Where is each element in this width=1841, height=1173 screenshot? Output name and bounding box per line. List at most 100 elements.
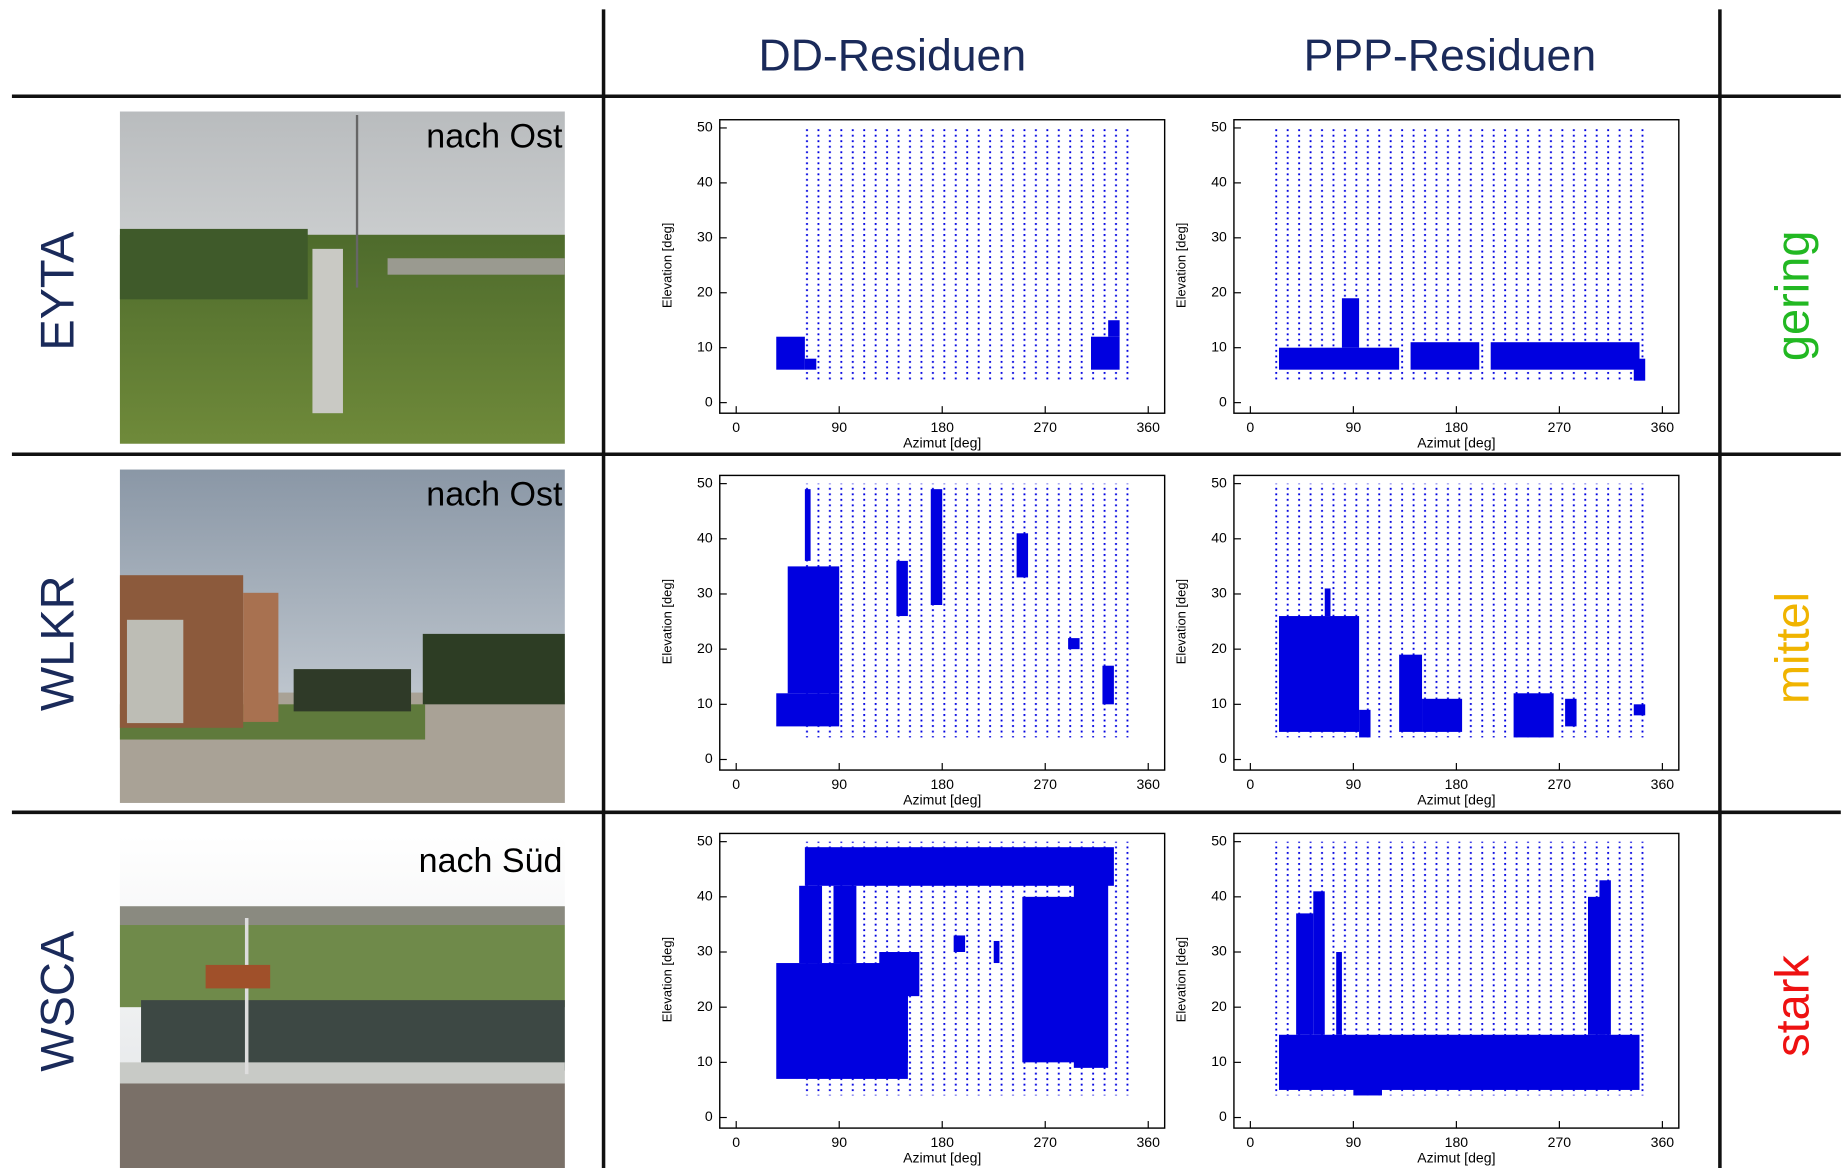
y-tick-label: 10 bbox=[697, 695, 713, 711]
x-tick-label: 0 bbox=[732, 1134, 740, 1150]
residual-region bbox=[1017, 533, 1028, 577]
plot: 09018027036001020304050Azimut [deg]Eleva… bbox=[660, 832, 1165, 1165]
y-axis-label: Elevation [deg] bbox=[1174, 579, 1189, 664]
y-tick-label: 50 bbox=[697, 474, 713, 490]
x-axis-label: Azimut [deg] bbox=[903, 791, 981, 807]
residual-region bbox=[954, 935, 965, 952]
x-tick-label: 360 bbox=[1651, 1134, 1675, 1150]
x-tick-label: 90 bbox=[1346, 419, 1362, 435]
x-tick-label: 270 bbox=[1548, 776, 1572, 792]
y-axis-label: Elevation [deg] bbox=[660, 937, 675, 1022]
y-tick-label: 30 bbox=[1211, 229, 1227, 245]
photo bbox=[120, 470, 565, 803]
station-label: WLKR bbox=[31, 575, 84, 711]
residual-region bbox=[1514, 693, 1554, 737]
residual-region bbox=[1102, 666, 1113, 705]
y-tick-label: 50 bbox=[1211, 119, 1227, 135]
residual-region bbox=[1325, 588, 1331, 616]
y-tick-label: 50 bbox=[1211, 474, 1227, 490]
y-tick-label: 10 bbox=[697, 338, 713, 354]
x-tick-label: 180 bbox=[930, 1134, 954, 1150]
x-tick-label: 270 bbox=[1033, 419, 1057, 435]
y-tick-label: 10 bbox=[1211, 695, 1227, 711]
y-tick-label: 20 bbox=[697, 640, 713, 656]
residual-region bbox=[1279, 348, 1399, 370]
y-axis-label: Elevation [deg] bbox=[660, 223, 675, 308]
y-tick-label: 0 bbox=[705, 393, 713, 409]
y-tick-label: 0 bbox=[1219, 1108, 1227, 1124]
y-tick-label: 10 bbox=[697, 1053, 713, 1069]
x-tick-label: 360 bbox=[1136, 1134, 1160, 1150]
y-tick-label: 0 bbox=[705, 750, 713, 766]
page: {"header": {"columns": ["DD-Residuen", "… bbox=[0, 0, 1841, 1173]
residual-region bbox=[902, 980, 908, 1063]
column-header: DD-Residuen bbox=[758, 31, 1026, 80]
residual-region bbox=[1342, 298, 1359, 347]
residual-region bbox=[1336, 952, 1342, 1035]
photo-label: nach Süd bbox=[419, 842, 563, 880]
photo bbox=[120, 112, 565, 444]
residual-region bbox=[1279, 616, 1359, 732]
x-axis-label: Azimut [deg] bbox=[1417, 1149, 1495, 1165]
y-tick-label: 10 bbox=[1211, 1053, 1227, 1069]
residual-region bbox=[799, 886, 822, 963]
x-tick-label: 360 bbox=[1651, 776, 1675, 792]
x-tick-label: 0 bbox=[1246, 776, 1254, 792]
residual-region bbox=[805, 359, 816, 370]
y-tick-label: 30 bbox=[697, 943, 713, 959]
residual-region bbox=[1353, 1062, 1382, 1095]
residual-region bbox=[805, 847, 1114, 886]
residual-region bbox=[1491, 342, 1640, 369]
y-tick-label: 30 bbox=[697, 585, 713, 601]
x-tick-label: 270 bbox=[1548, 1134, 1572, 1150]
photo-label: nach Ost bbox=[426, 476, 563, 514]
residual-region bbox=[896, 561, 907, 616]
photo bbox=[120, 836, 565, 1168]
y-tick-label: 40 bbox=[697, 530, 713, 546]
y-tick-label: 50 bbox=[1211, 832, 1227, 848]
x-tick-label: 180 bbox=[1445, 419, 1469, 435]
rating-label: mittel bbox=[1766, 592, 1819, 704]
x-tick-label: 180 bbox=[930, 776, 954, 792]
residual-region bbox=[1422, 699, 1462, 732]
y-tick-label: 40 bbox=[697, 888, 713, 904]
y-tick-label: 0 bbox=[705, 1108, 713, 1124]
residual-region bbox=[1313, 891, 1324, 1034]
rating-label: stark bbox=[1766, 955, 1819, 1057]
x-tick-label: 0 bbox=[732, 419, 740, 435]
y-tick-label: 20 bbox=[697, 283, 713, 299]
residual-region bbox=[1068, 638, 1079, 649]
y-tick-label: 0 bbox=[1219, 750, 1227, 766]
y-tick-label: 20 bbox=[1211, 640, 1227, 656]
x-tick-label: 180 bbox=[930, 419, 954, 435]
residual-region bbox=[788, 566, 840, 693]
sample-grid bbox=[799, 484, 1131, 738]
y-tick-label: 40 bbox=[697, 174, 713, 190]
x-tick-label: 270 bbox=[1033, 1134, 1057, 1150]
y-tick-label: 0 bbox=[1219, 393, 1227, 409]
y-tick-label: 40 bbox=[1211, 888, 1227, 904]
plot: 09018027036001020304050Azimut [deg]Eleva… bbox=[1174, 119, 1679, 451]
residual-region bbox=[805, 489, 811, 561]
x-tick-label: 90 bbox=[1346, 776, 1362, 792]
station-label: WSCA bbox=[31, 930, 84, 1072]
y-tick-label: 50 bbox=[697, 119, 713, 135]
x-axis-label: Azimut [deg] bbox=[903, 434, 981, 450]
x-tick-label: 360 bbox=[1136, 776, 1160, 792]
y-tick-label: 20 bbox=[697, 998, 713, 1014]
plot: 09018027036001020304050Azimut [deg]Eleva… bbox=[660, 119, 1165, 451]
y-tick-label: 40 bbox=[1211, 174, 1227, 190]
x-tick-label: 360 bbox=[1651, 419, 1675, 435]
residual-region bbox=[931, 489, 942, 605]
column-header: PPP-Residuen bbox=[1304, 31, 1597, 80]
residual-region bbox=[1634, 359, 1645, 381]
rating-label: gering bbox=[1766, 231, 1819, 361]
residual-region bbox=[1279, 1035, 1640, 1090]
residual-region bbox=[879, 952, 919, 996]
slide: DD-Residuen PPP-Residuen EYTA nach Ost ger… bbox=[0, 0, 1841, 1168]
x-tick-label: 270 bbox=[1033, 776, 1057, 792]
residual-region bbox=[1399, 655, 1422, 732]
photo-label: nach Ost bbox=[426, 118, 563, 156]
station-label: EYTA bbox=[31, 231, 84, 351]
y-tick-label: 20 bbox=[1211, 998, 1227, 1014]
